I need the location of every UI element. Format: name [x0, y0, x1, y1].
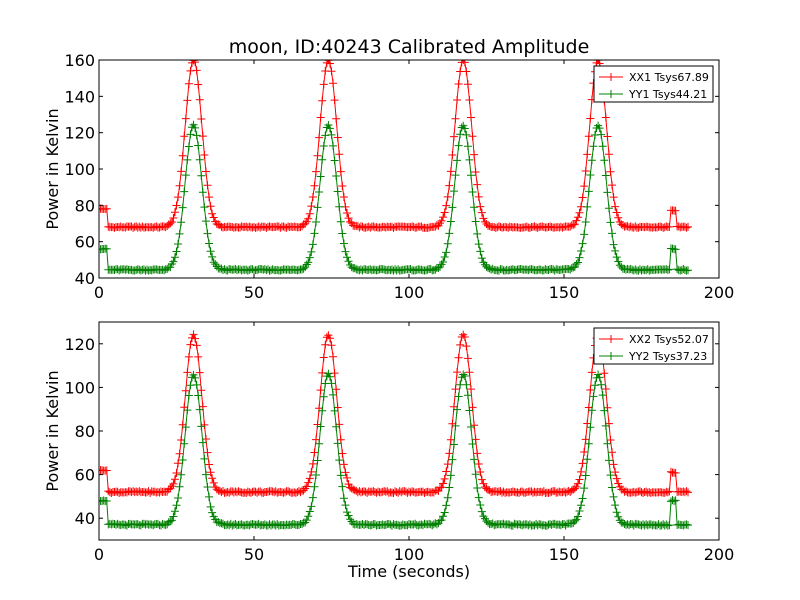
- y-tick-label: 80: [75, 196, 95, 215]
- x-tick-label: 0: [94, 283, 104, 302]
- y-axis-label: Power in Kelvin: [43, 108, 62, 229]
- series-xx-1: [99, 60, 692, 232]
- y-tick-label: 60: [75, 233, 95, 252]
- x-tick-label: 50: [244, 545, 264, 564]
- y-tick-label: 120: [64, 124, 95, 143]
- legend-box: [593, 65, 714, 103]
- series-xx-2: [99, 330, 692, 498]
- x-tick-label: 50: [244, 283, 264, 302]
- y-tick-label: 80: [75, 422, 95, 441]
- legend-label: XX1 Tsys67.89: [629, 71, 709, 84]
- x-axis-label: Time (seconds): [347, 562, 470, 581]
- y-tick-label: 120: [64, 335, 95, 354]
- legend: XX1 Tsys67.89 YY1 Tsys44.21: [593, 65, 714, 103]
- x-tick-label: 150: [549, 283, 580, 302]
- legend-item: YY2 Tsys37.23: [599, 350, 707, 363]
- x-tick-label: 200: [704, 545, 735, 564]
- y-axis-label: Power in Kelvin: [43, 370, 62, 491]
- legend: XX2 Tsys52.07 YY2 Tsys37.23: [593, 327, 714, 365]
- legend-item: YY1 Tsys44.21: [599, 88, 707, 101]
- legend-label: XX2 Tsys52.07: [629, 333, 709, 346]
- legend-marker: [607, 90, 615, 98]
- top-panel: 0 50 100 150 200 40 60 80 100 120 140 160 Power in K…: [43, 51, 734, 302]
- series-markers: [99, 120, 692, 275]
- y-tick-label: 140: [64, 87, 95, 106]
- legend-label: YY1 Tsys44.21: [628, 88, 707, 101]
- series-markers: [99, 369, 692, 530]
- x-tick-label: 100: [394, 545, 425, 564]
- y-tick-label: 60: [75, 466, 95, 485]
- y-tick-label: 100: [64, 160, 95, 179]
- legend-marker: [607, 73, 615, 81]
- series-yy-1: [99, 120, 692, 275]
- legend-marker: [607, 352, 615, 360]
- y-tick-label: 40: [75, 269, 95, 288]
- x-tick-label: 100: [394, 283, 425, 302]
- y-tick-label: 100: [64, 378, 95, 397]
- legend-box: [593, 327, 714, 365]
- series-yy-2: [99, 369, 692, 530]
- legend-item: XX1 Tsys67.89: [599, 71, 709, 84]
- series-markers: [99, 330, 692, 498]
- x-tick-label: 0: [94, 545, 104, 564]
- x-tick-label: 200: [704, 283, 735, 302]
- series-markers: [99, 60, 692, 232]
- y-tick-label: 40: [75, 509, 95, 528]
- legend-marker: [607, 335, 615, 343]
- y-tick-label: 160: [64, 51, 95, 70]
- legend-item: XX2 Tsys52.07: [599, 333, 709, 346]
- legend-label: YY2 Tsys37.23: [628, 350, 707, 363]
- x-tick-label: 150: [549, 545, 580, 564]
- chart-title: moon, ID:40243 Calibrated Amplitude: [229, 36, 590, 58]
